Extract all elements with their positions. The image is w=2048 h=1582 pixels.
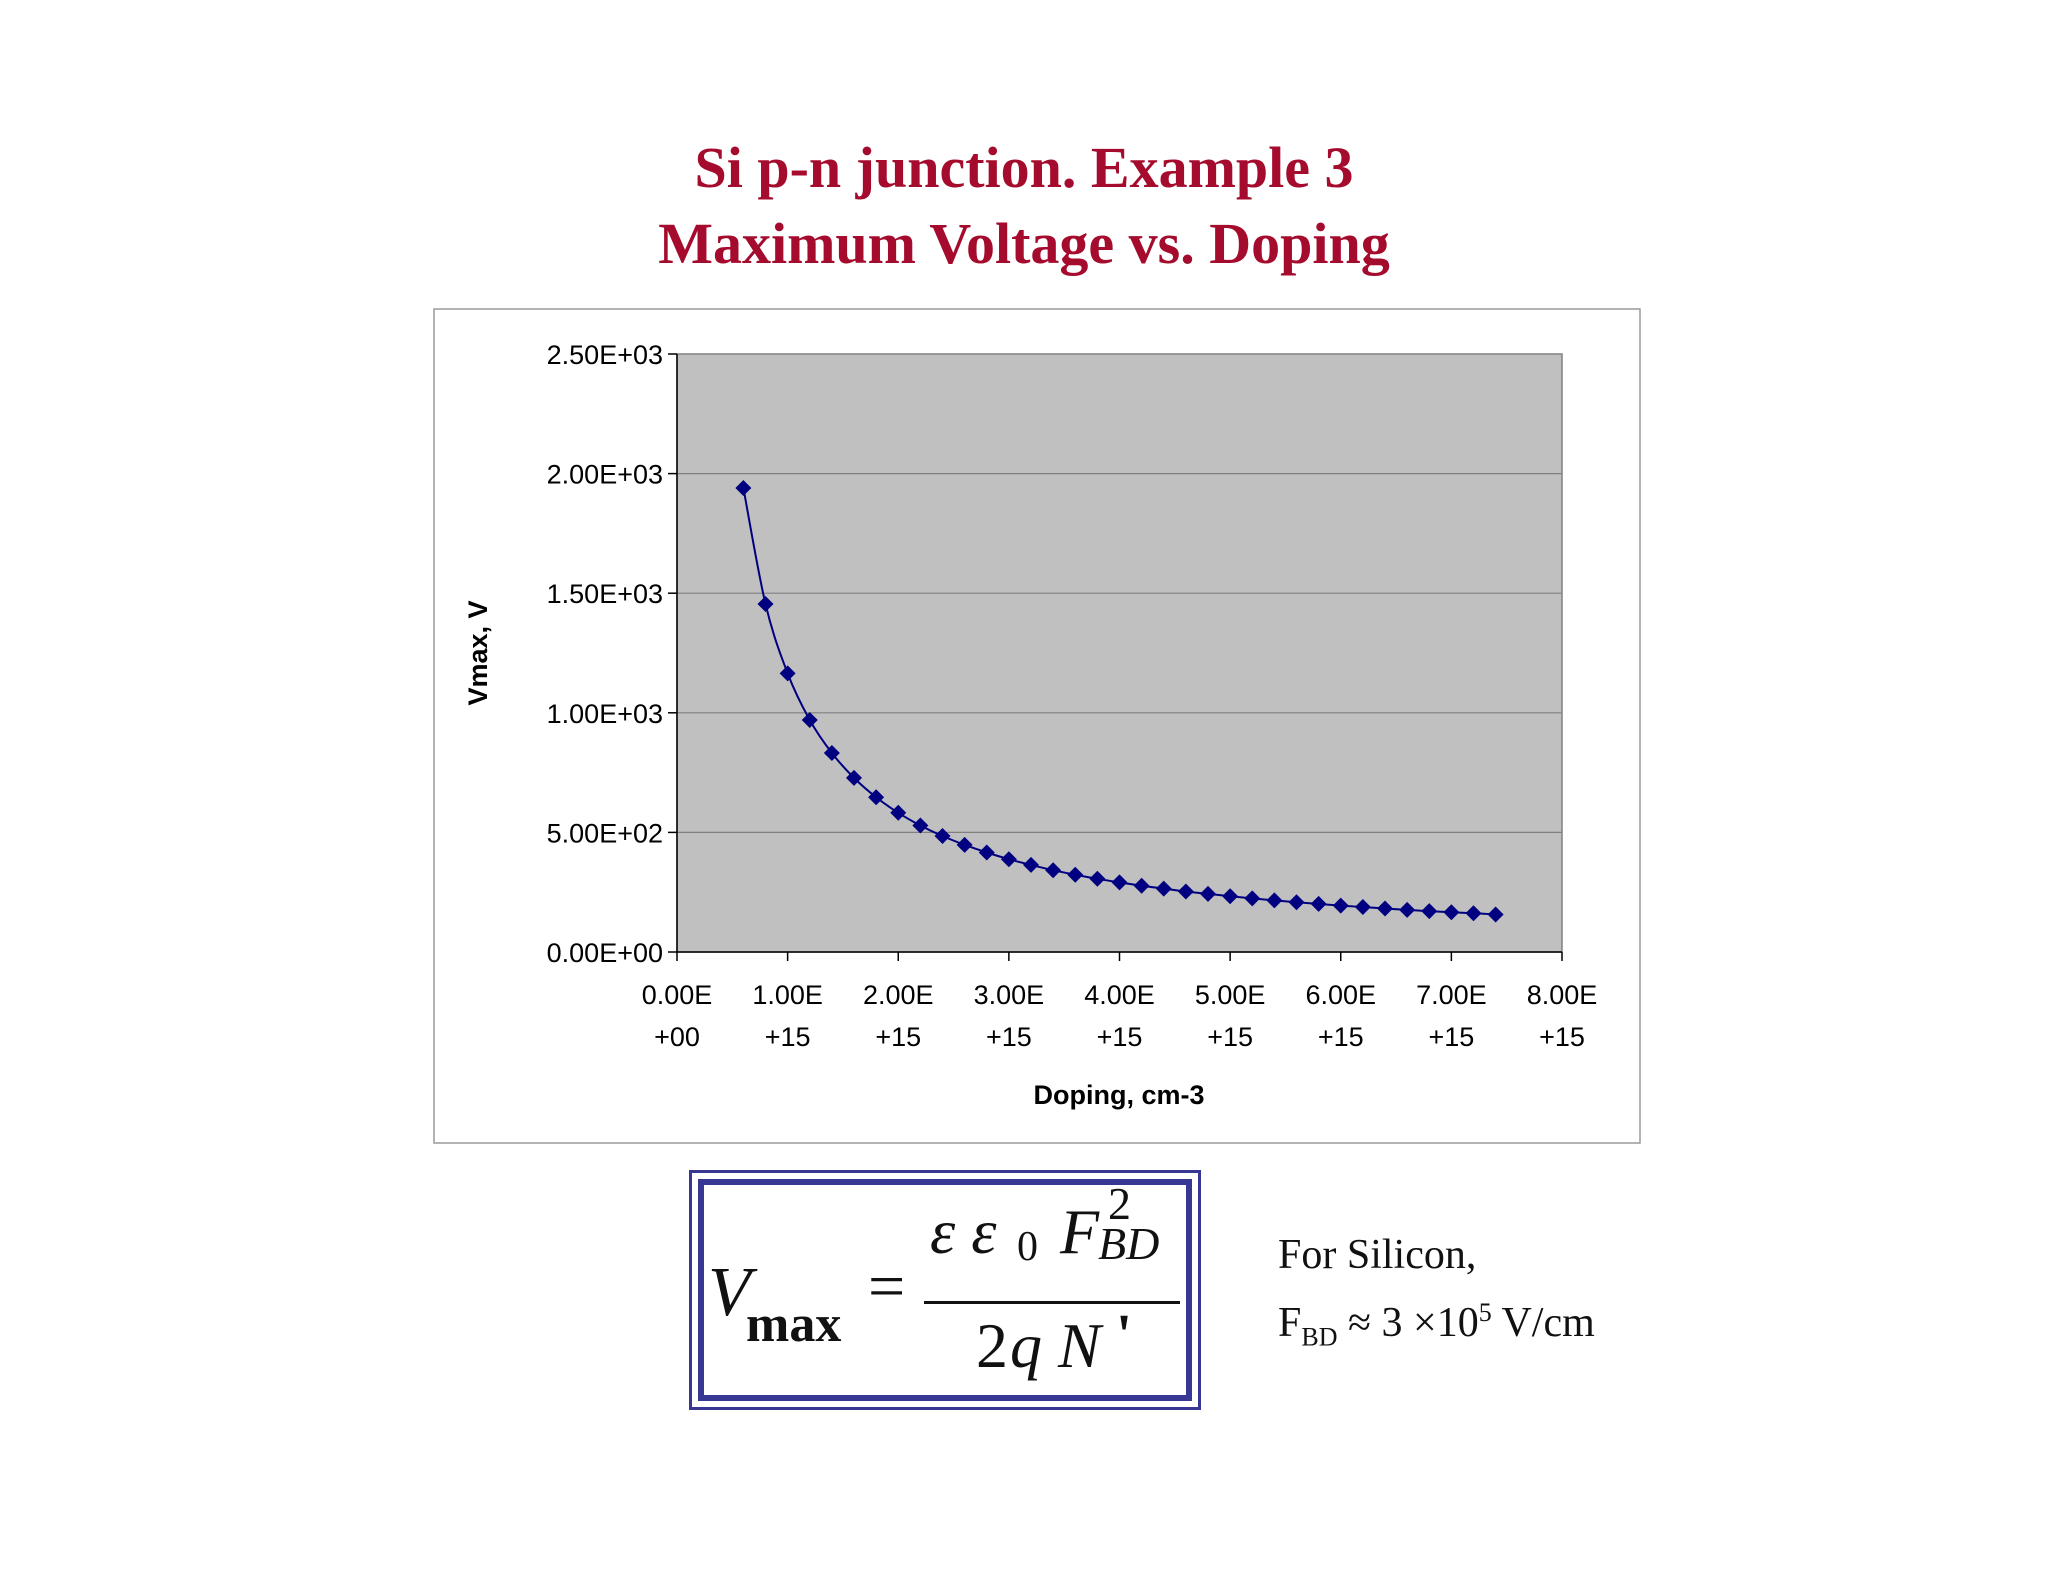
formula-v: V bbox=[708, 1254, 751, 1331]
silicon-note: For Silicon, FBD ≈ 3 ×105 V/cm bbox=[1278, 1226, 1595, 1366]
y-axis-label: Vmax, V bbox=[463, 600, 493, 705]
x-tick-label-exponent: +15 bbox=[986, 1022, 1032, 1052]
data-point bbox=[1421, 903, 1438, 920]
fbd-exponent: 5 bbox=[1478, 1298, 1492, 1327]
data-point bbox=[1310, 895, 1327, 912]
fbd-approx-value: ≈ 3 ×10 bbox=[1337, 1300, 1479, 1346]
data-point bbox=[1399, 901, 1416, 918]
series-vmax bbox=[735, 479, 1504, 923]
x-tick-label-exponent: +15 bbox=[1318, 1022, 1364, 1052]
x-tick-label: 2.00E bbox=[863, 980, 934, 1010]
data-point bbox=[1354, 899, 1371, 916]
data-point bbox=[1465, 905, 1482, 922]
formula-n: N bbox=[1058, 1310, 1101, 1381]
formula-two: 2 bbox=[976, 1310, 1008, 1381]
x-axis-label: Doping, cm-3 bbox=[1033, 1080, 1204, 1110]
y-tick-label: 5.00E+02 bbox=[547, 818, 663, 848]
x-tick-label: 5.00E bbox=[1195, 980, 1266, 1010]
formula-inner-border bbox=[698, 1179, 1192, 1401]
x-tick-label: 8.00E bbox=[1527, 980, 1598, 1010]
x-tick-label-exponent: +15 bbox=[765, 1022, 811, 1052]
x-tick-label: 7.00E bbox=[1416, 980, 1487, 1010]
data-point bbox=[823, 744, 840, 761]
data-point bbox=[1244, 890, 1261, 907]
formula-v-subscript: max bbox=[746, 1296, 842, 1353]
title-line-1: Si p-n junction. Example 3 bbox=[694, 135, 1354, 200]
data-point bbox=[757, 595, 774, 612]
slide-title: Si p-n junction. Example 3 Maximum Volta… bbox=[0, 130, 2048, 282]
data-point bbox=[934, 827, 951, 844]
data-point bbox=[1443, 904, 1460, 921]
data-point bbox=[956, 836, 973, 853]
data-point bbox=[779, 665, 796, 682]
x-tick-label-exponent: +15 bbox=[1428, 1022, 1474, 1052]
plot-area bbox=[676, 353, 1563, 953]
data-point bbox=[801, 711, 818, 728]
y-tick-label: 0.00E+00 bbox=[547, 938, 663, 968]
y-tick-label: 1.50E+03 bbox=[547, 579, 663, 609]
data-point bbox=[846, 769, 862, 786]
silicon-note-line-2: FBD ≈ 3 ×105 V/cm bbox=[1278, 1284, 1595, 1366]
data-point bbox=[1067, 866, 1084, 883]
title-line-2: Maximum Voltage vs. Doping bbox=[658, 211, 1390, 276]
data-point bbox=[1200, 885, 1216, 902]
data-point bbox=[1000, 851, 1017, 868]
fbd-unit: V/cm bbox=[1491, 1300, 1595, 1346]
x-tick-label: 4.00E bbox=[1084, 980, 1155, 1010]
axes: 0.00E+005.00E+021.00E+031.50E+032.00E+03… bbox=[547, 340, 1598, 1052]
y-tick-label: 2.50E+03 bbox=[547, 340, 663, 370]
formula-f-subscript: BD bbox=[1098, 1218, 1160, 1269]
data-point bbox=[1332, 897, 1349, 914]
x-tick-label: 0.00E bbox=[642, 980, 713, 1010]
data-point bbox=[1111, 874, 1128, 891]
formula-prime: ' bbox=[1116, 1302, 1133, 1367]
formula-equals: = bbox=[868, 1250, 906, 1323]
data-point bbox=[1089, 870, 1106, 887]
x-tick-label: 6.00E bbox=[1305, 980, 1376, 1010]
x-tick-label-exponent: +15 bbox=[1097, 1022, 1143, 1052]
data-point bbox=[1177, 883, 1194, 900]
data-point bbox=[1377, 900, 1393, 917]
fbd-subscript: BD bbox=[1301, 1322, 1338, 1352]
data-point bbox=[1222, 888, 1239, 905]
data-point bbox=[868, 789, 885, 806]
data-point bbox=[1045, 862, 1062, 879]
data-point bbox=[890, 804, 907, 821]
data-point bbox=[1487, 906, 1504, 923]
silicon-note-line-1: For Silicon, bbox=[1278, 1232, 1477, 1278]
x-tick-label-exponent: +15 bbox=[1207, 1022, 1253, 1052]
data-point bbox=[1155, 880, 1172, 897]
fbd-symbol: F bbox=[1278, 1300, 1302, 1346]
data-point bbox=[978, 844, 995, 861]
data-point bbox=[1023, 856, 1039, 873]
data-point bbox=[912, 817, 929, 834]
data-point bbox=[735, 479, 752, 496]
x-tick-label-exponent: +15 bbox=[875, 1022, 921, 1052]
data-point bbox=[1288, 894, 1305, 911]
formula-epsilon: ε ε bbox=[930, 1196, 997, 1267]
y-tick-label: 1.00E+03 bbox=[547, 699, 663, 729]
data-point bbox=[1266, 892, 1283, 909]
x-tick-label-exponent: +00 bbox=[654, 1022, 700, 1052]
y-tick-label: 2.00E+03 bbox=[547, 460, 663, 490]
formula-epsilon-subscript: 0 bbox=[1017, 1224, 1038, 1270]
x-tick-label-exponent: +15 bbox=[1539, 1022, 1585, 1052]
x-tick-label: 3.00E bbox=[974, 980, 1045, 1010]
formula-box: V max = ε ε 0 F 2 BD 2 q N ' bbox=[689, 1170, 1201, 1410]
fraction-bar bbox=[924, 1301, 1180, 1304]
gridlines bbox=[677, 473, 1562, 834]
data-point bbox=[1133, 877, 1150, 894]
x-tick-label: 1.00E bbox=[752, 980, 823, 1010]
formula-f-superscript: 2 bbox=[1108, 1178, 1131, 1229]
formula-q: q bbox=[1010, 1310, 1042, 1381]
formula-f: F bbox=[1060, 1196, 1100, 1267]
